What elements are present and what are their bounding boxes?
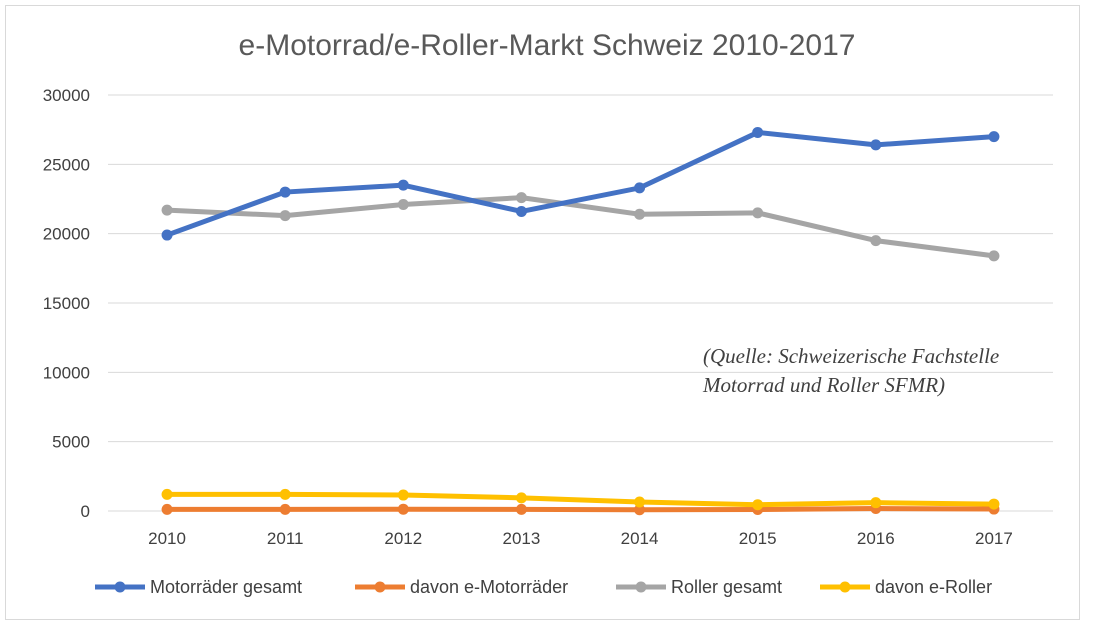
grid-lines [108,94,1053,512]
data-point [161,503,173,515]
data-point [279,488,291,500]
legend-item: davon e-Motorräder [355,577,568,597]
legend-swatch-marker [839,581,851,593]
data-point [397,503,409,515]
y-tick-label: 20000 [43,225,90,244]
x-tick-label: 2010 [148,529,186,548]
x-tick-label: 2012 [384,529,422,548]
y-tick-label: 15000 [43,294,90,313]
data-point [397,179,409,191]
data-point [634,208,646,220]
chart-frame [5,5,1080,620]
data-point [279,186,291,198]
source-note-line-1: (Quelle: Schweizerische Fachstelle [703,344,999,368]
data-point [279,210,291,222]
y-tick-label: 25000 [43,155,90,174]
legend-swatch-marker [635,581,647,593]
series-line [164,506,997,513]
series-line [164,491,997,508]
legend-item: davon e-Roller [820,577,992,597]
data-point [515,205,527,217]
legend-label: davon e-Roller [875,577,992,597]
data-point [988,498,1000,510]
y-tick-label: 0 [81,502,90,521]
data-point [161,204,173,216]
x-tick-label: 2013 [503,529,541,548]
chart-title: e-Motorrad/e-Roller-Markt Schweiz 2010-2… [239,29,856,62]
legend-label: davon e-Motorräder [410,577,568,597]
x-tick-label: 2017 [975,529,1013,548]
data-point [752,207,764,219]
data-point [752,126,764,138]
data-point [634,496,646,508]
series-line [164,129,997,238]
data-point [515,192,527,204]
y-tick-label: 10000 [43,363,90,382]
y-axis: 0 5000 10000 15000 20000 25000 30000 [43,86,90,521]
data-point [988,131,1000,143]
x-tick-label: 2014 [621,529,659,548]
y-tick-label: 5000 [52,433,90,452]
data-point [279,503,291,515]
data-point [634,504,646,516]
series-lines [161,126,1000,516]
legend-swatch-marker [374,581,386,593]
legend-label: Roller gesamt [671,577,782,597]
x-tick-label: 2016 [857,529,895,548]
series-line [164,195,997,259]
data-point [870,139,882,151]
data-point [515,492,527,504]
series-3 [161,488,1000,511]
data-point [161,488,173,500]
data-point [397,199,409,211]
series-0 [161,126,1000,241]
data-point [988,250,1000,262]
data-point [515,503,527,515]
legend-label: Motorräder gesamt [150,577,302,597]
data-point [870,497,882,509]
legend-item: Motorräder gesamt [95,577,302,597]
x-tick-label: 2011 [267,529,304,548]
data-point [870,235,882,247]
x-tick-label: 2015 [739,529,777,548]
source-annotation: (Quelle: Schweizerische Fachstelle Motor… [702,344,999,397]
series-2 [161,192,1000,262]
data-point [397,489,409,501]
data-point [634,182,646,194]
data-point [161,229,173,241]
data-point [752,499,764,511]
legend-item: Roller gesamt [616,577,782,597]
source-note-line-2: Motorrad und Roller SFMR) [702,373,945,397]
x-axis: 2010 2011 2012 2013 2014 2015 2016 2017 [148,529,1013,548]
legend-swatch-marker [114,581,126,593]
y-tick-label: 30000 [43,86,90,105]
legend: Motorräder gesamt davon e-Motorräder Rolle… [95,577,992,597]
